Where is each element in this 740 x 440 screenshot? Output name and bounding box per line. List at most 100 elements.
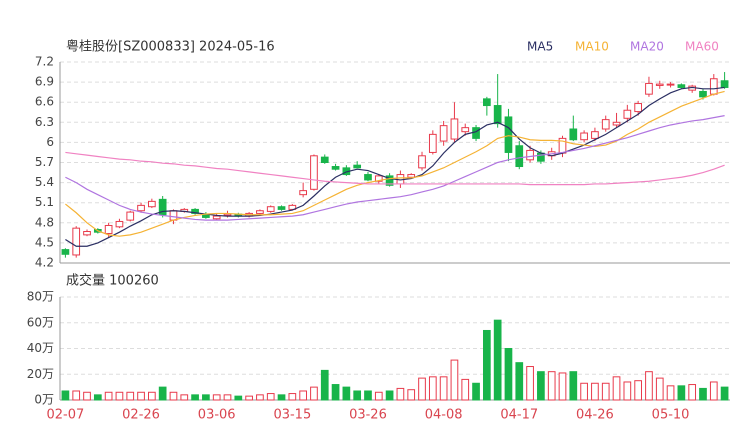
candle-body — [720, 80, 729, 88]
volume-bar — [148, 391, 156, 401]
volume-bar — [364, 390, 372, 401]
volume-bar — [483, 329, 491, 401]
ma-line — [65, 90, 725, 237]
volume-bar — [202, 394, 210, 401]
volume-bar — [526, 366, 534, 401]
volume-bar — [677, 385, 686, 401]
candle-body — [61, 249, 70, 255]
candle-body — [169, 210, 178, 221]
volume-bar — [688, 384, 697, 401]
volume-bar — [569, 371, 578, 401]
candle-body — [504, 116, 513, 153]
volume-bar — [137, 391, 145, 401]
candle-body — [310, 155, 318, 190]
x-tick-label: 02-07 — [47, 408, 85, 423]
volume-bar — [558, 372, 567, 401]
candle-body — [461, 127, 470, 133]
candle-body — [645, 82, 653, 95]
ma-line — [65, 86, 725, 247]
volume-bar — [623, 381, 632, 401]
legend-label: MA20 — [630, 40, 664, 54]
volume-bar — [601, 382, 610, 401]
candle-body — [299, 190, 307, 196]
candle-body — [277, 206, 286, 210]
x-tick-label: 04-08 — [425, 408, 463, 423]
x-tick-label: 03-06 — [198, 408, 236, 423]
volume-bar — [699, 387, 707, 401]
candle-body — [331, 166, 340, 170]
legend-label: MA60 — [685, 40, 719, 54]
volume-bar — [709, 381, 718, 401]
y-tick-label: 5.4 — [35, 175, 54, 189]
volume-bar — [180, 394, 189, 401]
candle-body — [148, 200, 156, 208]
candle-body — [580, 132, 588, 141]
candle-body — [137, 204, 145, 212]
candle-body — [450, 118, 459, 140]
y-tick-label: 7.2 — [35, 55, 54, 69]
volume-bar — [266, 393, 275, 401]
volume-bar — [353, 390, 362, 401]
volume-bar — [547, 371, 556, 401]
candle-body — [677, 84, 686, 88]
volume-bar — [342, 386, 351, 401]
volume-bar — [493, 319, 502, 401]
candle-body — [612, 121, 621, 126]
candle-body — [266, 206, 275, 212]
volume-bar — [537, 371, 545, 401]
volume-title: 成交量 100260 — [66, 273, 159, 289]
volume-bar — [331, 384, 340, 401]
volume-bar — [450, 359, 459, 401]
volume-bar — [299, 390, 307, 401]
candle-body — [709, 78, 718, 95]
candle-body — [364, 174, 372, 181]
volume-bar — [407, 389, 416, 401]
candle-body — [655, 83, 664, 86]
candle-body — [83, 231, 91, 236]
candle-body — [385, 175, 394, 186]
volume-bar — [93, 394, 102, 401]
y-tick-label: 0万 — [34, 393, 54, 407]
volume-bar — [612, 376, 621, 401]
x-tick-label: 03-15 — [273, 408, 311, 423]
volume-bar — [515, 362, 524, 401]
volume-bar — [472, 382, 480, 401]
volume-bar — [191, 394, 199, 401]
candle-body — [223, 213, 232, 216]
volume-bar — [212, 394, 221, 401]
y-tick-label: 40万 — [27, 341, 54, 355]
candle-body — [666, 83, 675, 86]
candle-body — [439, 125, 448, 142]
candle-body — [407, 174, 416, 178]
y-tick-label: 80万 — [27, 290, 54, 304]
legend-label: MA5 — [527, 40, 553, 54]
volume-bar — [720, 386, 729, 401]
candle-body — [483, 98, 491, 107]
y-tick-label: 5.7 — [35, 155, 54, 169]
volume-bar — [645, 371, 653, 401]
volume-bar — [245, 395, 253, 401]
volume-bar — [61, 390, 70, 401]
y-tick-label: 4.2 — [35, 256, 54, 270]
volume-bar — [169, 391, 178, 401]
volume-bar — [234, 395, 243, 401]
candle-body — [256, 210, 264, 214]
volume-bar — [461, 378, 470, 401]
y-tick-label: 6 — [46, 135, 54, 149]
volume-bar — [115, 391, 124, 401]
volume-bar — [655, 377, 664, 401]
candle-body — [158, 198, 167, 216]
ma-line — [65, 151, 725, 186]
y-tick-label: 5.1 — [35, 195, 54, 209]
candle-body — [418, 155, 426, 169]
volume-bar — [428, 376, 437, 401]
candle-body — [115, 220, 124, 228]
volume-bar — [256, 394, 264, 401]
volume-bar — [126, 391, 135, 401]
volume-bar — [439, 376, 448, 401]
volume-bar — [320, 369, 329, 401]
volume-bar — [396, 387, 405, 401]
candle-body — [472, 127, 480, 139]
candle-body — [288, 204, 297, 210]
